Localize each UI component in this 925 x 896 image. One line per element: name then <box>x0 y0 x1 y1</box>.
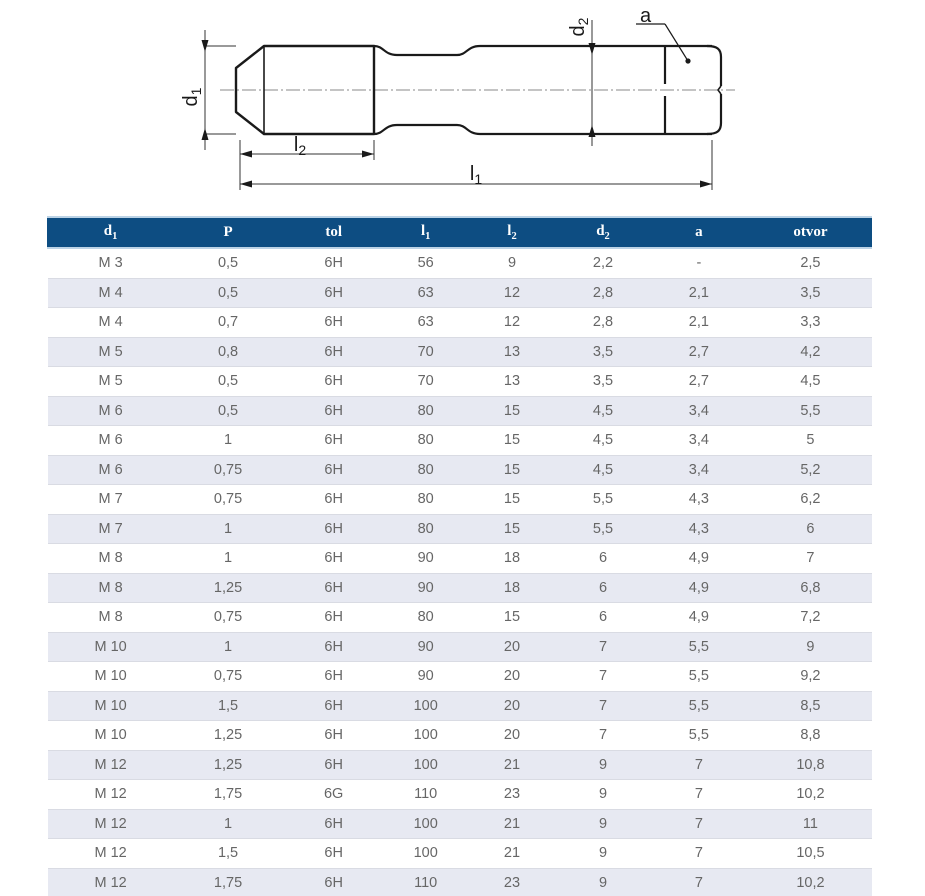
svg-text:d2: d2 <box>567 17 591 36</box>
svg-text:l2: l2 <box>294 134 306 158</box>
svg-text:a: a <box>640 5 652 27</box>
svg-text:d1: d1 <box>180 87 204 106</box>
svg-text:l1: l1 <box>470 163 482 187</box>
